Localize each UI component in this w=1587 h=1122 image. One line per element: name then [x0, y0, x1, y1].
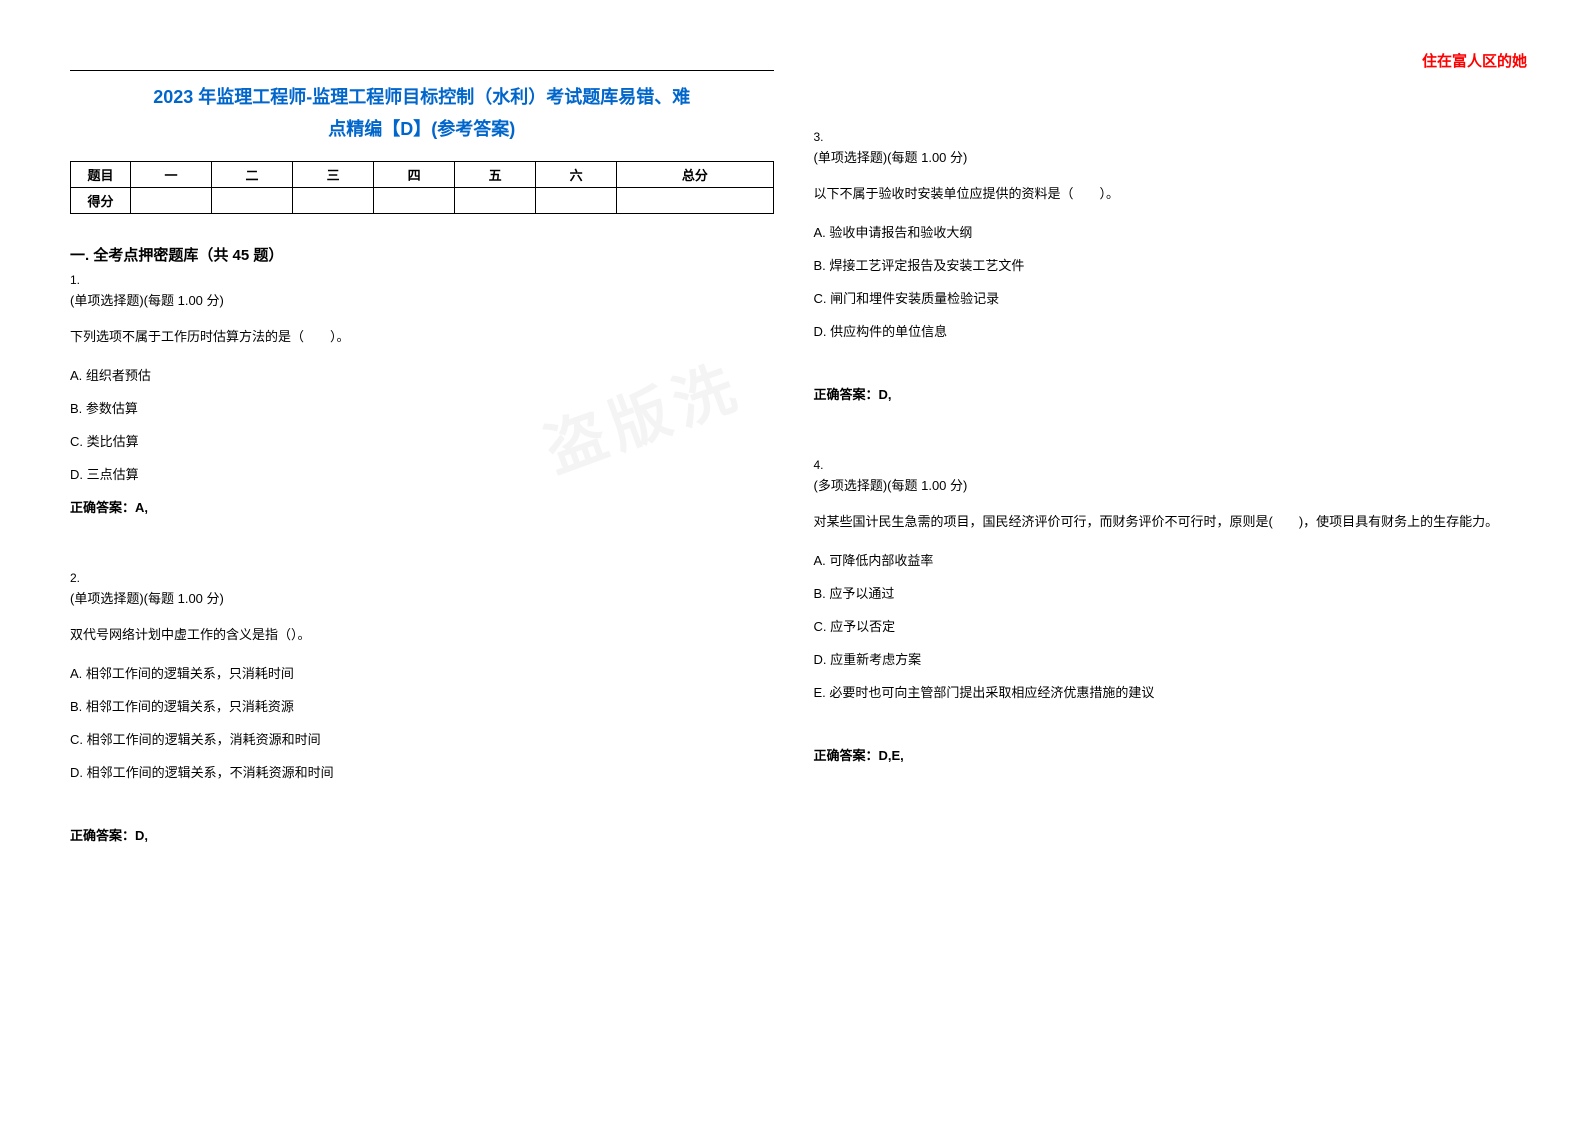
title-line-2: 点精编【D】(参考答案) [70, 113, 774, 145]
option: C. 应予以否定 [814, 616, 1518, 635]
table-header: 一 [131, 161, 212, 187]
right-column: 3. (单项选择题)(每题 1.00 分) 以下不属于验收时安装单位应提供的资料… [794, 70, 1538, 874]
question-2: 2. (单项选择题)(每题 1.00 分) 双代号网络计划中虚工作的含义是指（）… [70, 571, 774, 844]
question-4: 4. (多项选择题)(每题 1.00 分) 对某些国计民生急需的项目，国民经济评… [814, 458, 1518, 764]
table-cell [617, 187, 773, 213]
document-title: 2023 年监理工程师-监理工程师目标控制（水利）考试题库易错、难 点精编【D】… [70, 81, 774, 146]
answer: 正确答案：D,E, [814, 745, 1518, 764]
table-cell [374, 187, 455, 213]
table-header: 五 [455, 161, 536, 187]
answer: 正确答案：A, [70, 497, 774, 516]
question-text: 以下不属于验收时安装单位应提供的资料是（ ）。 [814, 181, 1518, 207]
table-cell: 得分 [71, 187, 131, 213]
table-header: 四 [374, 161, 455, 187]
table-cell [293, 187, 374, 213]
question-number: 4. [814, 458, 1518, 472]
table-header: 六 [536, 161, 617, 187]
left-column: 2023 年监理工程师-监理工程师目标控制（水利）考试题库易错、难 点精编【D】… [50, 70, 794, 874]
question-number: 2. [70, 571, 774, 585]
question-type: (单项选择题)(每题 1.00 分) [70, 290, 774, 309]
answer: 正确答案：D, [70, 825, 774, 844]
table-header: 总分 [617, 161, 773, 187]
option: B. 焊接工艺评定报告及安装工艺文件 [814, 255, 1518, 274]
question-number: 1. [70, 273, 774, 287]
table-cell [212, 187, 293, 213]
table-cell [455, 187, 536, 213]
option: A. 验收申请报告和验收大纲 [814, 222, 1518, 241]
table-cell [536, 187, 617, 213]
table-header: 二 [212, 161, 293, 187]
option: C. 类比估算 [70, 431, 774, 450]
table-row: 得分 [71, 187, 774, 213]
option: D. 三点估算 [70, 464, 774, 483]
main-content: 2023 年监理工程师-监理工程师目标控制（水利）考试题库易错、难 点精编【D】… [0, 0, 1587, 874]
option: D. 供应构件的单位信息 [814, 321, 1518, 340]
option: E. 必要时也可向主管部门提出采取相应经济优惠措施的建议 [814, 682, 1518, 701]
question-type: (多项选择题)(每题 1.00 分) [814, 475, 1518, 494]
option: A. 相邻工作间的逻辑关系，只消耗时间 [70, 663, 774, 682]
question-text: 下列选项不属于工作历时估算方法的是（ ）。 [70, 324, 774, 350]
header-rule [70, 70, 774, 71]
question-3: 3. (单项选择题)(每题 1.00 分) 以下不属于验收时安装单位应提供的资料… [814, 130, 1518, 403]
option: D. 相邻工作间的逻辑关系，不消耗资源和时间 [70, 762, 774, 781]
option: B. 应予以通过 [814, 583, 1518, 602]
option: A. 可降低内部收益率 [814, 550, 1518, 569]
section-header: 一. 全考点押密题库（共 45 题） [70, 244, 774, 265]
option: A. 组织者预估 [70, 365, 774, 384]
question-text: 对某些国计民生急需的项目，国民经济评价可行，而财务评价不可行时，原则是( )，使… [814, 509, 1518, 535]
answer: 正确答案：D, [814, 384, 1518, 403]
score-table: 题目 一 二 三 四 五 六 总分 得分 [70, 161, 774, 214]
header-watermark: 住在富人区的她 [1422, 50, 1527, 71]
question-number: 3. [814, 130, 1518, 144]
option: D. 应重新考虑方案 [814, 649, 1518, 668]
option: C. 相邻工作间的逻辑关系，消耗资源和时间 [70, 729, 774, 748]
table-header: 三 [293, 161, 374, 187]
question-1: 1. (单项选择题)(每题 1.00 分) 下列选项不属于工作历时估算方法的是（… [70, 273, 774, 516]
table-row: 题目 一 二 三 四 五 六 总分 [71, 161, 774, 187]
question-text: 双代号网络计划中虚工作的含义是指（）。 [70, 622, 774, 648]
option: B. 参数估算 [70, 398, 774, 417]
question-type: (单项选择题)(每题 1.00 分) [70, 588, 774, 607]
title-line-1: 2023 年监理工程师-监理工程师目标控制（水利）考试题库易错、难 [70, 81, 774, 113]
option: B. 相邻工作间的逻辑关系，只消耗资源 [70, 696, 774, 715]
option: C. 闸门和埋件安装质量检验记录 [814, 288, 1518, 307]
table-header: 题目 [71, 161, 131, 187]
question-type: (单项选择题)(每题 1.00 分) [814, 147, 1518, 166]
table-cell [131, 187, 212, 213]
